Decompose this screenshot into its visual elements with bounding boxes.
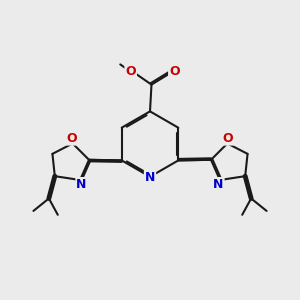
Text: N: N [76,178,87,191]
Text: O: O [223,132,233,145]
Text: O: O [67,132,77,145]
Text: O: O [125,65,136,78]
Text: N: N [145,171,155,184]
Text: N: N [213,178,224,191]
Text: O: O [169,65,180,78]
